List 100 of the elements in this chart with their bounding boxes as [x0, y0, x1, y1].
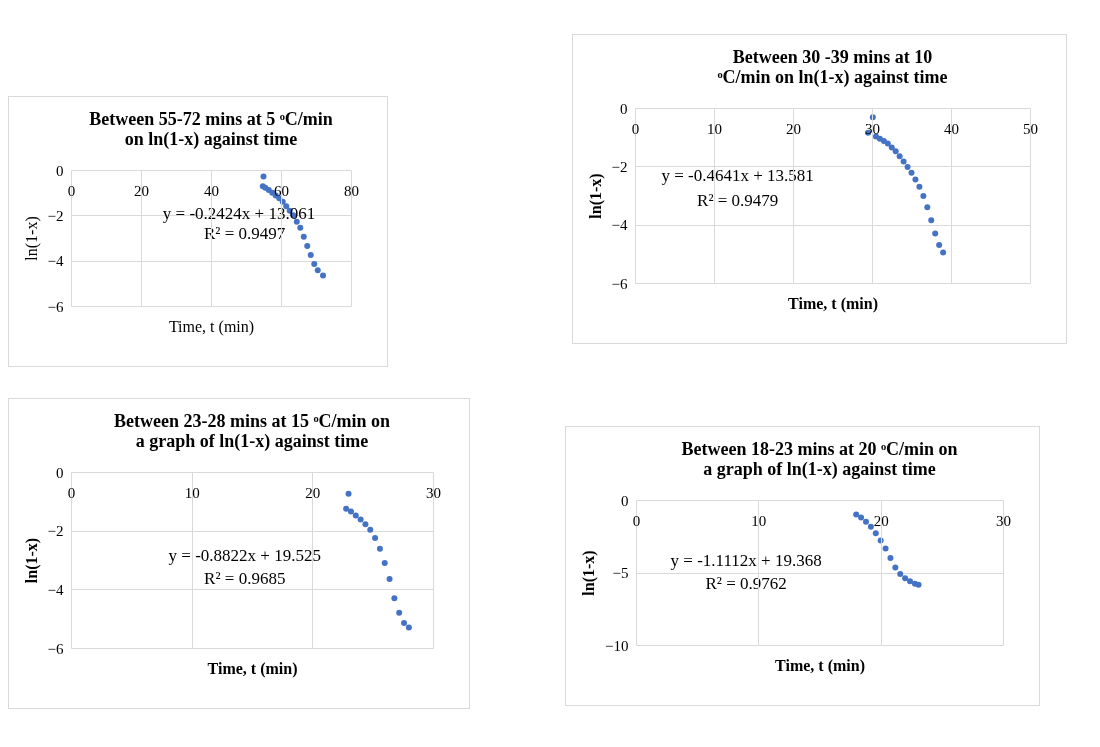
point: [391, 595, 398, 602]
x-tick-label: 40: [204, 182, 219, 199]
x-axis-title: Time, t (min): [207, 659, 298, 678]
point: [892, 148, 899, 155]
point: [320, 272, 326, 279]
point: [915, 581, 922, 588]
y-axis-title: ln(1-x): [22, 216, 41, 261]
x-tick-label: 20: [305, 484, 321, 501]
point: [896, 153, 903, 160]
point: [916, 183, 923, 190]
point: [887, 555, 894, 561]
point: [928, 217, 935, 224]
annotation: y = -0.8822x + 19.525: [168, 546, 321, 566]
x-tick-label: 0: [67, 182, 76, 199]
point: [304, 242, 311, 249]
y-tick-label: −4: [47, 581, 64, 598]
point: [372, 535, 379, 541]
x-tick-label: 20: [786, 120, 801, 137]
point: [314, 267, 321, 274]
point: [307, 252, 314, 258]
x-tick-label: 0: [631, 120, 640, 137]
x-tick-label: 60: [274, 182, 289, 199]
point: [858, 514, 865, 521]
point: [920, 193, 927, 200]
y-tick-label: −6: [611, 275, 628, 292]
point: [900, 158, 907, 165]
y-tick-label: −4: [611, 217, 628, 234]
point: [888, 144, 895, 151]
y-tick-label: −4: [47, 253, 64, 270]
point: [908, 169, 915, 176]
point: [405, 624, 412, 631]
x-tick-label: 0: [67, 484, 76, 501]
point: [260, 173, 267, 180]
x-tick-label: 30: [996, 512, 1011, 529]
point: [867, 523, 874, 530]
y-tick-label: −2: [47, 207, 64, 224]
x-axis-title: Time, t (min): [775, 656, 865, 675]
y-tick-label: 0: [620, 100, 628, 117]
point: [872, 530, 879, 537]
point: [902, 575, 909, 582]
point: [892, 564, 899, 571]
point: [343, 505, 350, 512]
x-tick-label: 30: [865, 120, 880, 137]
point: [940, 249, 947, 256]
point: [381, 559, 388, 566]
y-tick-label: −2: [47, 523, 64, 540]
point: [924, 204, 931, 211]
point: [357, 516, 364, 523]
point: [904, 163, 911, 170]
x-axis-title: Time, t (min): [168, 317, 255, 336]
point: [912, 176, 919, 183]
point: [907, 578, 914, 585]
x-axis-title: Time, t (min): [788, 294, 878, 313]
point: [300, 233, 307, 240]
x-tick-label: 80: [344, 182, 359, 199]
point: [396, 609, 403, 616]
chart-title: Between 55-72 mins at 5 ᵒC/min on ln(1-x) against time: [89, 109, 333, 150]
y-tick-label: −2: [611, 158, 628, 175]
point: [345, 490, 352, 497]
chart-title: Between 30 -39 mins at 10 ᵒC/min on ln(1-x) against time: [717, 47, 948, 88]
y-tick-label: −6: [47, 298, 64, 315]
point: [853, 511, 860, 518]
y-tick-label: −5: [612, 565, 629, 581]
x-tick-label: 20: [873, 512, 889, 529]
annotation: R² = 0.9685: [204, 569, 286, 589]
x-tick-label: 50: [1023, 120, 1038, 137]
y-axis-title: ln(1-x): [22, 537, 41, 584]
x-tick-label: 0: [632, 512, 641, 529]
point: [347, 508, 354, 515]
point: [386, 576, 393, 583]
point: [401, 620, 408, 627]
x-tick-label: 40: [944, 120, 959, 137]
point: [311, 261, 318, 268]
x-tick-label: 10: [184, 484, 200, 501]
point: [362, 521, 369, 528]
point: [352, 512, 359, 519]
point: [932, 230, 939, 237]
y-tick-label: −6: [47, 640, 64, 657]
y-tick-label: 0: [56, 162, 64, 179]
point: [884, 140, 891, 147]
point: [862, 518, 869, 525]
point: [936, 242, 943, 249]
chart-title: Between 23-28 mins at 15 ᵒC/min on a graph of ln(1-x) against time: [113, 411, 391, 452]
point: [376, 545, 383, 552]
y-tick-label: 0: [56, 464, 64, 481]
x-tick-label: 10: [707, 120, 722, 137]
point: [367, 526, 374, 533]
annotation: y = -1.1112x + 19.368: [670, 550, 822, 570]
x-tick-label: 10: [751, 512, 767, 529]
x-tick-label: 30: [426, 484, 441, 501]
x-tick-label: 20: [134, 182, 149, 199]
annotation: R² = 0.9762: [705, 574, 787, 594]
y-tick-label: −10: [605, 637, 629, 654]
point: [897, 570, 904, 577]
point: [882, 545, 889, 552]
point: [297, 224, 304, 231]
y-axis-title: ln(1-x): [586, 173, 605, 219]
annotation: R² = 0.9479: [697, 190, 779, 210]
annotation: y = -0.4641x + 13.581: [661, 166, 814, 186]
y-axis-title: ln(1-x): [580, 550, 599, 596]
